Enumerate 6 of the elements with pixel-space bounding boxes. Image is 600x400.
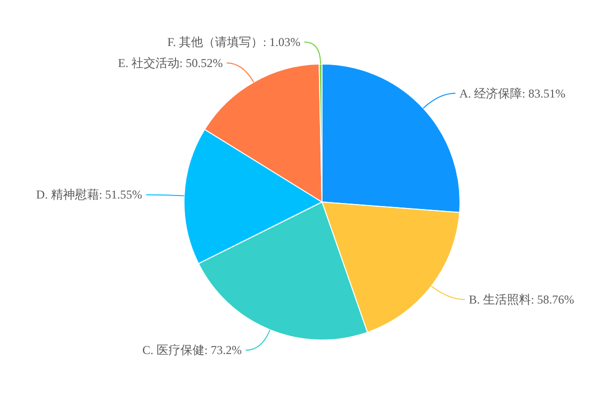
slice-label: D. 精神慰藉: 51.55% — [36, 188, 142, 202]
slice-label: F. 其他（请填写）: 1.03% — [167, 35, 300, 50]
slice-label: A. 经济保障: 83.51% — [459, 86, 566, 100]
slice-label: E. 社交活动: 50.52% — [118, 56, 223, 70]
slice-label: B. 生活照料: 58.76% — [468, 292, 574, 307]
slice-label: C. 医疗保健: 73.2% — [142, 343, 242, 358]
